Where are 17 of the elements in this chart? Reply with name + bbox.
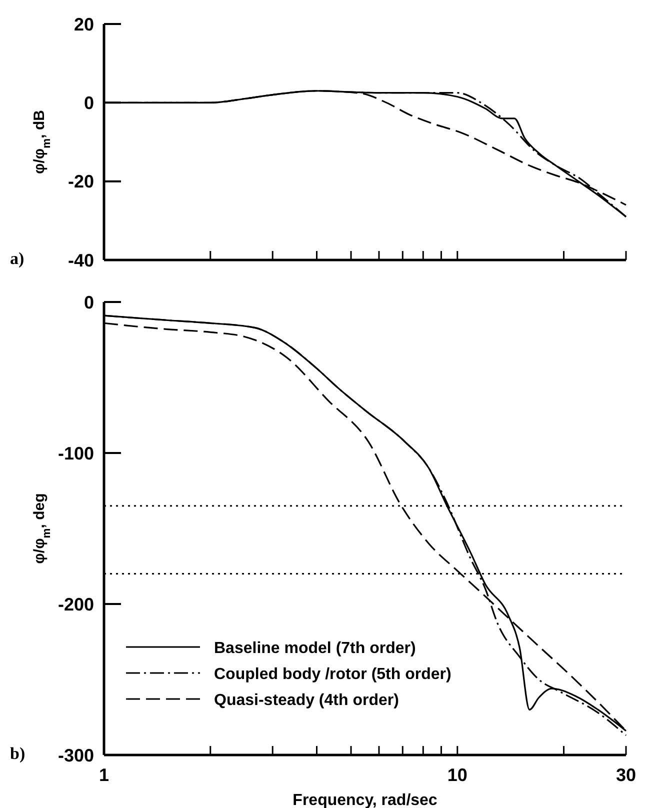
x-tick-label: 1 bbox=[98, 765, 110, 785]
x-tick-label: 10 bbox=[447, 765, 468, 785]
legend-label: Quasi-steady (4th order) bbox=[214, 692, 399, 709]
y-tick-label: -20 bbox=[68, 172, 94, 192]
text: b) bbox=[10, 744, 26, 763]
y-tick-label: 0 bbox=[84, 292, 94, 312]
text: a) bbox=[10, 249, 24, 268]
y-tick-label: 20 bbox=[74, 14, 94, 34]
legend-label: Coupled body /rotor (5th order) bbox=[214, 666, 452, 683]
x-tick-label: 30 bbox=[616, 765, 636, 785]
y-tick-label: -100 bbox=[58, 443, 94, 464]
y-tick-label: -40 bbox=[68, 250, 94, 270]
x-axis-title: Frequency, rad/sec bbox=[292, 792, 438, 808]
y-tick-label: 0 bbox=[84, 92, 94, 113]
y-tick-label: -200 bbox=[58, 594, 94, 614]
legend-label: Baseline model (7th order) bbox=[214, 640, 416, 657]
y-tick-label: -300 bbox=[58, 745, 94, 766]
